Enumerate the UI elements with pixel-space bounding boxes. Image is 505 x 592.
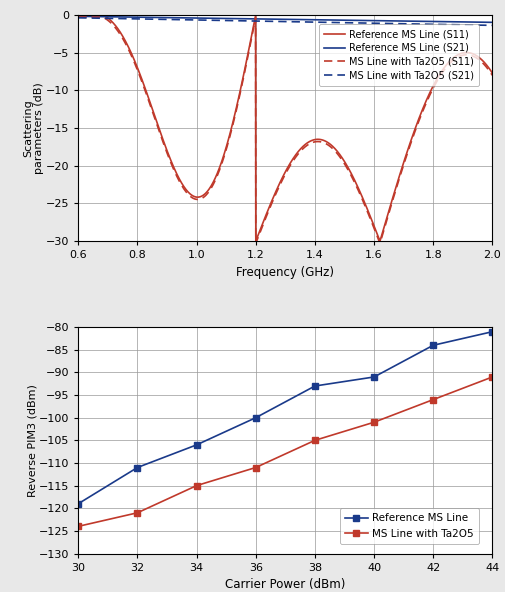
Reference MS Line [312, 382, 318, 390]
MS Line with Ta2O5 (S11) [477, 57, 483, 65]
Reference MS Line (S11) [478, 55, 484, 62]
Reference MS Line (S11) [96, 11, 103, 18]
Reference MS Line (S11) [477, 55, 483, 62]
Line: MS Line with Ta2O5: MS Line with Ta2O5 [75, 374, 496, 530]
MS Line with Ta2O5 [134, 509, 140, 516]
X-axis label: Frequency (GHz): Frequency (GHz) [236, 266, 334, 279]
Reference MS Line [489, 328, 495, 335]
Reference MS Line [134, 464, 140, 471]
Line: Reference MS Line: Reference MS Line [75, 328, 496, 507]
Line: MS Line with Ta2O5 (S21): MS Line with Ta2O5 (S21) [78, 18, 492, 25]
MS Line with Ta2O5 (S21) [477, 21, 483, 28]
MS Line with Ta2O5 (S21) [401, 20, 408, 27]
MS Line with Ta2O5 [489, 374, 495, 381]
Line: MS Line with Ta2O5 (S11): MS Line with Ta2O5 (S11) [78, 17, 492, 243]
Line: Reference MS Line (S21): Reference MS Line (S21) [78, 17, 492, 22]
Reference MS Line (S11) [277, 179, 283, 186]
MS Line with Ta2O5 (S11) [489, 72, 495, 79]
MS Line with Ta2O5 (S11) [96, 14, 103, 21]
Reference MS Line (S21) [489, 19, 495, 26]
Legend: Reference MS Line (S11), Reference MS Line (S21), MS Line with Ta2O5 (S11), MS L: Reference MS Line (S11), Reference MS Li… [319, 24, 479, 86]
MS Line with Ta2O5 [252, 464, 259, 471]
MS Line with Ta2O5 [312, 437, 318, 444]
Y-axis label: Scattering
parameters (dB): Scattering parameters (dB) [23, 82, 44, 174]
MS Line with Ta2O5 (S11) [75, 14, 81, 21]
MS Line with Ta2O5 [371, 419, 377, 426]
Y-axis label: Reverse PIM3 (dBm): Reverse PIM3 (dBm) [27, 384, 37, 497]
Reference MS Line (S11) [489, 69, 495, 76]
MS Line with Ta2O5 [193, 482, 199, 489]
MS Line with Ta2O5 [75, 523, 81, 530]
Reference MS Line (S21) [75, 13, 81, 20]
Reference MS Line [75, 500, 81, 507]
X-axis label: Carrier Power (dBm): Carrier Power (dBm) [225, 578, 345, 591]
MS Line with Ta2O5 (S11) [401, 159, 408, 166]
Reference MS Line [430, 342, 436, 349]
Reference MS Line (S21) [266, 15, 272, 22]
Reference MS Line (S11) [401, 156, 408, 163]
Reference MS Line [252, 414, 259, 422]
MS Line with Ta2O5 (S11) [253, 240, 259, 247]
MS Line with Ta2O5 (S21) [96, 15, 103, 22]
Line: Reference MS Line (S11): Reference MS Line (S11) [78, 15, 492, 241]
Reference MS Line (S11) [253, 237, 259, 244]
Reference MS Line (S21) [96, 13, 103, 20]
Reference MS Line (S11) [266, 204, 272, 211]
Reference MS Line (S21) [477, 18, 483, 25]
MS Line with Ta2O5 (S21) [266, 18, 272, 25]
Reference MS Line [193, 441, 199, 448]
MS Line with Ta2O5 (S21) [477, 21, 483, 28]
MS Line with Ta2O5 (S11) [266, 207, 272, 214]
Reference MS Line [371, 374, 377, 381]
MS Line with Ta2O5 (S21) [489, 22, 495, 29]
MS Line with Ta2O5 (S21) [277, 18, 283, 25]
MS Line with Ta2O5 (S11) [478, 57, 484, 65]
Reference MS Line (S21) [477, 18, 483, 25]
Legend: Reference MS Line, MS Line with Ta2O5: Reference MS Line, MS Line with Ta2O5 [340, 508, 479, 544]
Reference MS Line (S21) [277, 16, 283, 23]
Reference MS Line (S11) [75, 11, 81, 18]
MS Line with Ta2O5 (S21) [75, 14, 81, 21]
Reference MS Line (S21) [401, 18, 408, 25]
MS Line with Ta2O5 [430, 396, 436, 403]
MS Line with Ta2O5 (S11) [277, 182, 283, 189]
